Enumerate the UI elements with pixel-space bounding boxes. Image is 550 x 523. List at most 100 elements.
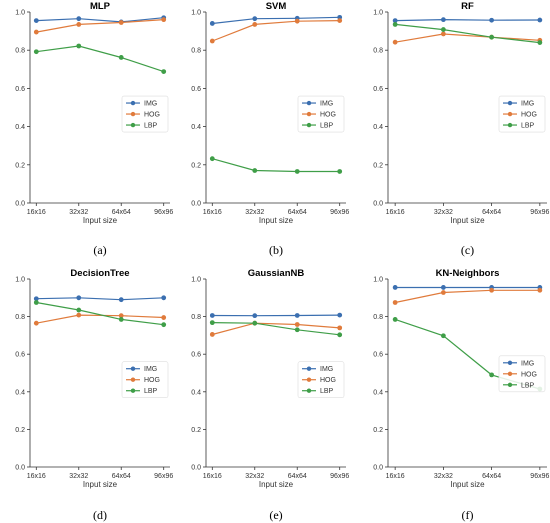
chart-title: MLP <box>90 1 111 12</box>
y-tick-label: 1.0 <box>373 10 383 17</box>
y-tick-label: 0.4 <box>373 389 383 396</box>
data-point-img <box>33 18 39 23</box>
legend-marker-lbp <box>306 122 312 128</box>
series-line-lbp <box>36 45 164 73</box>
series-line-img <box>212 314 340 317</box>
data-point-lbp <box>118 55 124 60</box>
x-axis-label: Input size <box>83 216 118 225</box>
legend-marker-lbp <box>507 122 513 128</box>
x-axis-label: Input size <box>259 480 294 489</box>
y-tick-label: 0.0 <box>373 201 383 208</box>
y-tick-label: 1.0 <box>373 277 383 284</box>
legend-label-lbp: LBP <box>144 388 158 395</box>
series-line-hog <box>36 19 164 33</box>
y-tick-label: 0.8 <box>15 314 25 321</box>
series-line-img <box>36 297 164 301</box>
data-point-lbp <box>209 320 215 326</box>
legend-label-img: IMG <box>144 101 157 108</box>
x-tick-label: 32x32 <box>245 209 264 216</box>
y-tick-label: 0.8 <box>191 314 201 321</box>
series-line-hog <box>36 314 164 324</box>
data-point-img <box>252 313 258 319</box>
y-tick-label: 0.8 <box>373 314 383 321</box>
data-point-hog <box>33 320 39 326</box>
x-axis-label: Input size <box>450 216 485 225</box>
x-tick-label: 64x64 <box>112 473 131 480</box>
legend-marker-hog <box>130 377 136 382</box>
data-point-lbp <box>440 333 446 339</box>
y-tick-label: 0.0 <box>373 465 383 472</box>
data-point-hog <box>252 22 258 27</box>
data-point-lbp <box>209 156 215 162</box>
data-point-hog <box>294 18 300 24</box>
x-tick-label: 32x32 <box>69 473 88 480</box>
data-point-img <box>440 17 446 23</box>
legend-label-img: IMG <box>144 366 157 373</box>
data-point-lbp <box>252 168 258 173</box>
data-point-lbp <box>33 300 39 305</box>
legend-label-hog: HOG <box>320 112 336 119</box>
subfigure-caption: (d) <box>93 508 107 522</box>
series-line-img <box>395 18 540 22</box>
x-tick-label: 16x16 <box>203 209 222 216</box>
x-tick-label: 16x16 <box>203 473 222 480</box>
data-point-lbp <box>252 320 258 326</box>
legend-label-hog: HOG <box>144 377 160 384</box>
series-line-img <box>36 17 164 23</box>
data-point-lbp <box>337 332 343 338</box>
data-point-img <box>392 18 398 23</box>
data-point-lbp <box>33 49 39 55</box>
data-point-img <box>76 295 82 301</box>
data-point-img <box>33 296 39 302</box>
data-point-hog <box>440 290 446 295</box>
data-point-img <box>489 17 495 23</box>
data-point-lbp <box>161 322 167 328</box>
data-point-hog <box>118 20 124 25</box>
chart-title: DecisionTree <box>70 268 129 279</box>
legend-marker-img <box>507 100 513 106</box>
x-tick-label: 96x96 <box>330 209 349 216</box>
data-point-lbp <box>440 27 446 32</box>
y-tick-label: 1.0 <box>191 277 201 284</box>
legend-label-hog: HOG <box>521 371 537 378</box>
data-point-hog <box>76 22 82 27</box>
series-line-lbp <box>36 301 164 326</box>
legend-marker-img <box>130 366 136 371</box>
x-tick-label: 64x64 <box>288 209 307 216</box>
x-tick-label: 96x96 <box>530 209 549 216</box>
data-point-lbp <box>294 169 300 174</box>
data-point-lbp <box>76 43 82 49</box>
y-tick-label: 0.2 <box>373 162 383 169</box>
subfigure-caption: (b) <box>269 243 283 257</box>
legend-marker-img <box>507 360 513 365</box>
data-point-hog <box>118 313 124 319</box>
series-line-lbp <box>395 23 540 44</box>
legend-label-hog: HOG <box>144 112 160 119</box>
y-tick-label: 0.6 <box>191 86 201 93</box>
data-point-lbp <box>392 22 398 27</box>
data-point-img <box>392 285 398 290</box>
series-line-lbp <box>212 158 340 173</box>
series-line-hog <box>395 289 540 304</box>
legend-label-lbp: LBP <box>320 388 334 395</box>
series-line-lbp <box>212 322 340 336</box>
y-tick-label: 0.4 <box>15 124 25 131</box>
legend-label-img: IMG <box>320 366 333 373</box>
legend-label-hog: HOG <box>320 377 336 384</box>
data-point-hog <box>33 29 39 35</box>
x-tick-label: 32x32 <box>434 473 453 480</box>
data-point-lbp <box>337 169 343 174</box>
data-point-img <box>209 313 215 318</box>
legend-label-lbp: LBP <box>144 123 158 130</box>
legend-marker-lbp <box>507 382 513 387</box>
y-tick-label: 0.4 <box>191 389 201 396</box>
chart-title: KN-Neighbors <box>436 268 500 279</box>
data-point-hog <box>294 322 300 327</box>
data-point-lbp <box>489 34 495 40</box>
subfigure-caption: (e) <box>269 508 282 522</box>
y-tick-label: 1.0 <box>15 277 25 284</box>
data-point-hog <box>392 300 398 305</box>
data-point-hog <box>337 18 343 23</box>
x-tick-label: 32x32 <box>69 209 88 216</box>
